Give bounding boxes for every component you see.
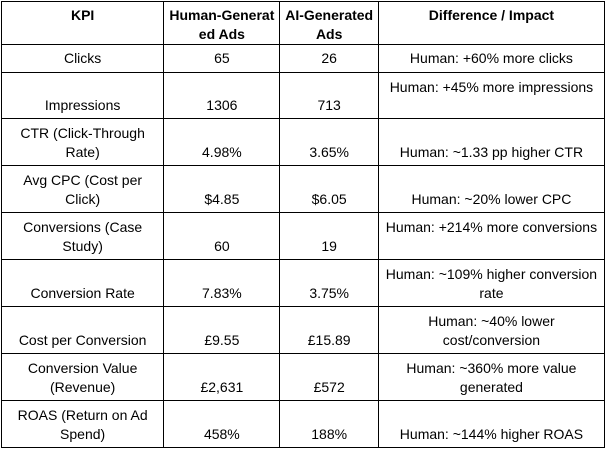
human-value-cell: 4.98% bbox=[163, 118, 281, 166]
table-row: Impressions 1306 713 Human: +45% more im… bbox=[0, 72, 606, 119]
difference-cell: Human: ~109% higher conversion rate bbox=[377, 259, 606, 307]
kpi-cell: Avg CPC (Cost per Click) bbox=[0, 165, 165, 213]
difference-cell: Human: +45% more impressions bbox=[377, 72, 606, 119]
difference-cell: Human: ~360% more value generated bbox=[377, 353, 606, 401]
table-row: Conversions (Case Study) 60 19 Human: +2… bbox=[0, 212, 606, 260]
kpi-cell: Impressions bbox=[0, 72, 165, 119]
header-difference-impact: Difference / Impact bbox=[377, 1, 606, 45]
ai-value-cell: 3.65% bbox=[279, 118, 379, 166]
human-value-cell: 458% bbox=[163, 400, 281, 448]
ai-value-cell: 713 bbox=[279, 72, 379, 119]
human-value-cell: £2,631 bbox=[163, 353, 281, 401]
human-value-cell: 65 bbox=[163, 44, 281, 73]
header-kpi: KPI bbox=[0, 1, 165, 45]
table-row: Conversion Rate 7.83% 3.75% Human: ~109%… bbox=[0, 259, 606, 307]
table-row: Avg CPC (Cost per Click) $4.85 $6.05 Hum… bbox=[0, 165, 606, 213]
difference-cell: Human: +60% more clicks bbox=[377, 44, 606, 73]
kpi-cell: Conversion Rate bbox=[0, 259, 165, 307]
kpi-comparison-table: KPI Human-Generated Ads AI-Generated Ads… bbox=[0, 1, 606, 448]
human-value-cell: £9.55 bbox=[163, 306, 281, 354]
ai-value-cell: 26 bbox=[279, 44, 379, 73]
difference-cell: Human: ~144% higher ROAS bbox=[377, 400, 606, 448]
difference-cell: Human: ~40% lower cost/conversion bbox=[377, 306, 606, 354]
difference-cell: Human: ~20% lower CPC bbox=[377, 165, 606, 213]
kpi-cell: Conversions (Case Study) bbox=[0, 212, 165, 260]
table-row: ROAS (Return on Ad Spend) 458% 188% Huma… bbox=[0, 400, 606, 448]
table-row: Clicks 65 26 Human: +60% more clicks bbox=[0, 44, 606, 73]
table-row: CTR (Click-Through Rate) 4.98% 3.65% Hum… bbox=[0, 118, 606, 166]
ai-value-cell: 188% bbox=[279, 400, 379, 448]
ai-value-cell: $6.05 bbox=[279, 165, 379, 213]
kpi-cell: Cost per Conversion bbox=[0, 306, 165, 354]
difference-cell: Human: ~1.33 pp higher CTR bbox=[377, 118, 606, 166]
ai-value-cell: 3.75% bbox=[279, 259, 379, 307]
ai-value-cell: 19 bbox=[279, 212, 379, 260]
header-ai-generated-ads: AI-Generated Ads bbox=[279, 1, 379, 45]
human-value-cell: 60 bbox=[163, 212, 281, 260]
ai-value-cell: £15.89 bbox=[279, 306, 379, 354]
table-row: Cost per Conversion £9.55 £15.89 Human: … bbox=[0, 306, 606, 354]
human-value-cell: 7.83% bbox=[163, 259, 281, 307]
kpi-cell: Clicks bbox=[0, 44, 165, 73]
kpi-cell: ROAS (Return on Ad Spend) bbox=[0, 400, 165, 448]
kpi-cell: CTR (Click-Through Rate) bbox=[0, 118, 165, 166]
difference-cell: Human: +214% more conversions bbox=[377, 212, 606, 260]
ai-value-cell: £572 bbox=[279, 353, 379, 401]
table-row: Conversion Value (Revenue) £2,631 £572 H… bbox=[0, 353, 606, 401]
kpi-cell: Conversion Value (Revenue) bbox=[0, 353, 165, 401]
header-row: KPI Human-Generated Ads AI-Generated Ads… bbox=[0, 1, 606, 45]
human-value-cell: 1306 bbox=[163, 72, 281, 119]
header-human-generated-ads: Human-Generated Ads bbox=[163, 1, 281, 45]
human-value-cell: $4.85 bbox=[163, 165, 281, 213]
